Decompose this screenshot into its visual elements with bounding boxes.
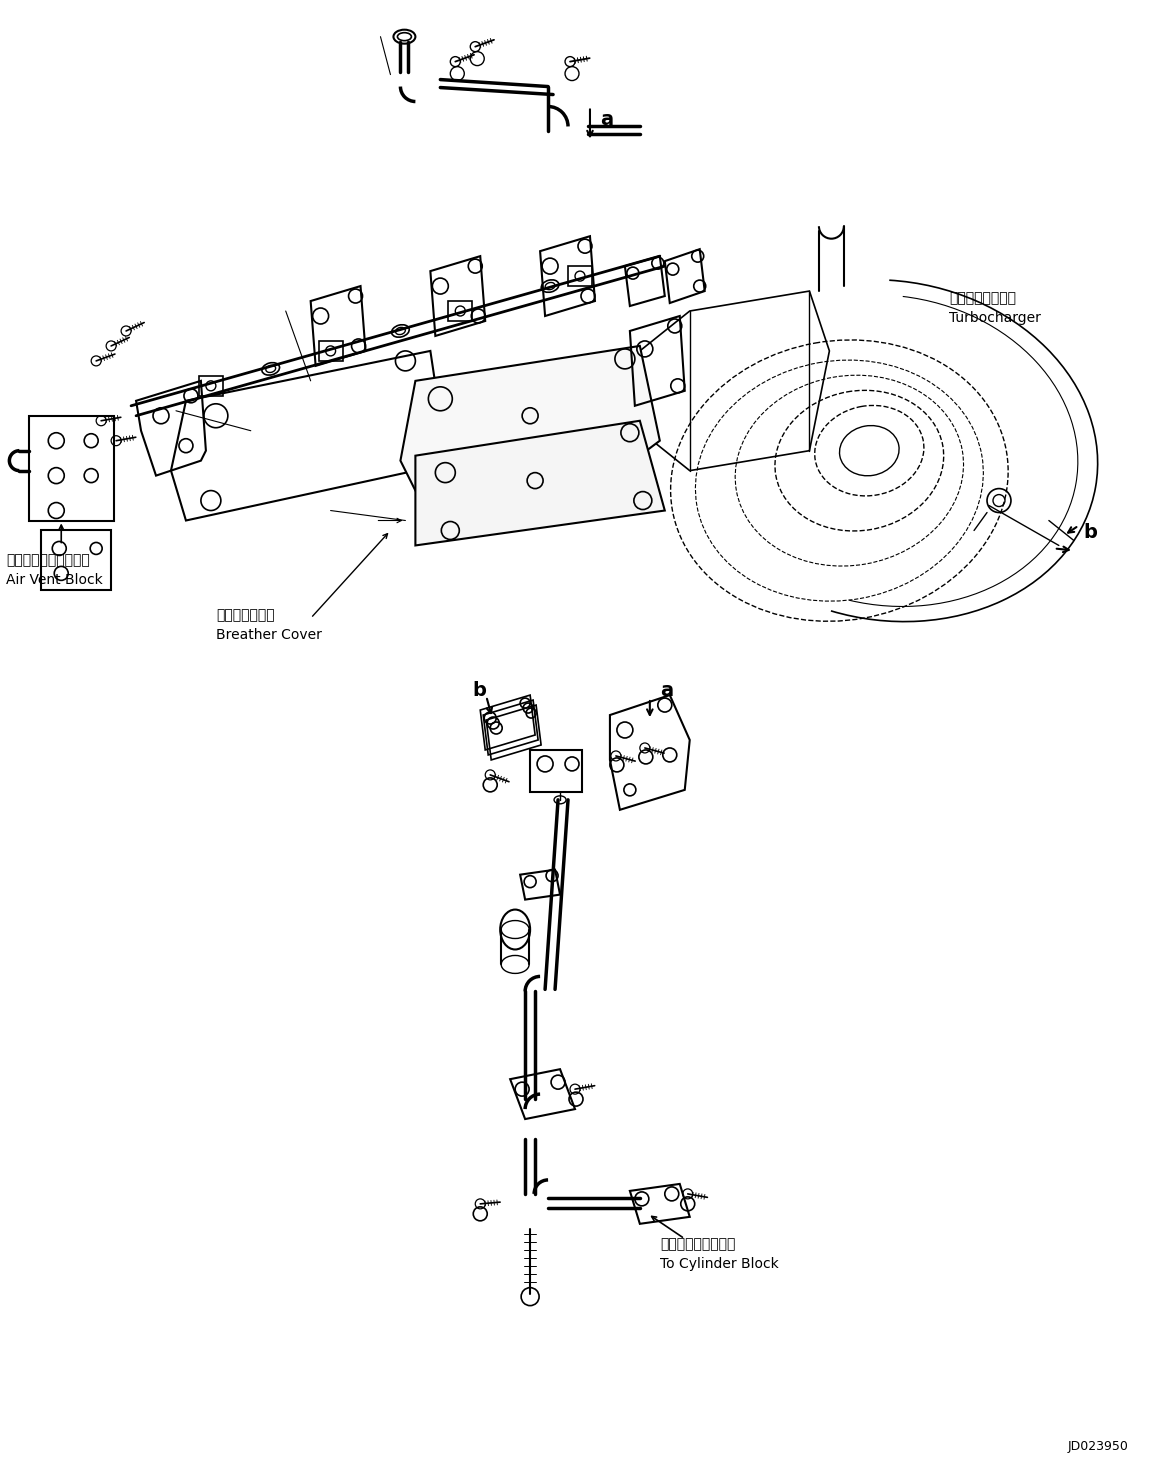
Polygon shape bbox=[415, 420, 665, 545]
Text: b: b bbox=[472, 681, 486, 700]
Text: a: a bbox=[659, 681, 673, 700]
Bar bbox=[42, 530, 111, 590]
Text: Breather Cover: Breather Cover bbox=[216, 628, 322, 642]
Text: To Cylinder Block: To Cylinder Block bbox=[659, 1257, 779, 1270]
Text: Air Vent Block: Air Vent Block bbox=[7, 573, 103, 587]
Text: b: b bbox=[1084, 523, 1098, 542]
Text: JD023950: JD023950 bbox=[1067, 1440, 1129, 1453]
Text: エアーベントブロック: エアーベントブロック bbox=[7, 554, 90, 567]
Text: a: a bbox=[600, 110, 613, 129]
Text: ターボチャージャ: ターボチャージャ bbox=[949, 292, 1016, 305]
Bar bbox=[530, 750, 582, 793]
Text: ブリーザカバー: ブリーザカバー bbox=[216, 608, 275, 623]
Bar bbox=[29, 416, 114, 520]
Polygon shape bbox=[400, 346, 659, 491]
Text: シリンダブロックへ: シリンダブロックへ bbox=[659, 1236, 735, 1251]
Text: Turbocharger: Turbocharger bbox=[949, 311, 1041, 325]
